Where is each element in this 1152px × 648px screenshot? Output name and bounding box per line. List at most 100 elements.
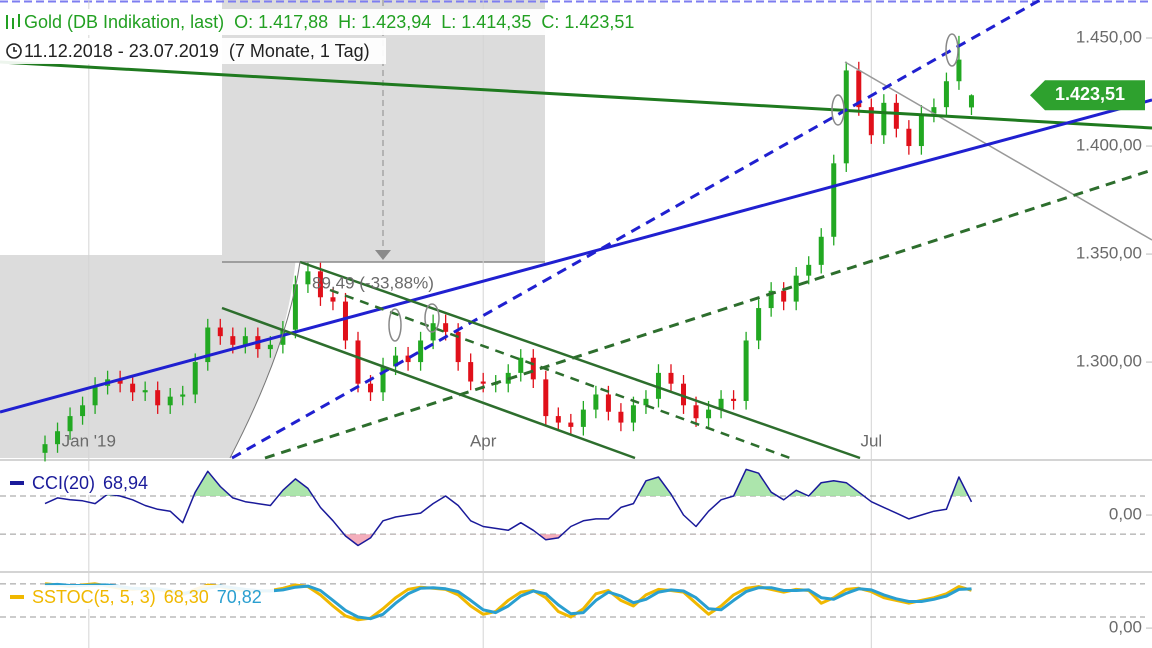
candle-body xyxy=(342,301,348,341)
y-tick-label: 1.300,00 xyxy=(1076,352,1142,371)
level-fill xyxy=(45,469,972,497)
candle-body xyxy=(668,372,674,384)
candle-body xyxy=(418,340,424,363)
trendline xyxy=(0,60,1152,130)
drawings-layer: 89,49 (-33,88%) xyxy=(0,0,1152,460)
candle-body xyxy=(956,59,962,82)
candle-body xyxy=(906,128,912,147)
y-tick-label: 1.400,00 xyxy=(1076,136,1142,155)
last-price-badge xyxy=(1030,80,1145,111)
candle-body xyxy=(130,383,136,393)
arc xyxy=(229,261,301,459)
candle-body xyxy=(593,394,599,410)
candle-body xyxy=(555,416,561,423)
candle-body xyxy=(368,383,374,393)
candle-body xyxy=(756,308,762,341)
range-shade xyxy=(0,255,296,458)
candle-body xyxy=(693,405,699,419)
ohlc-label: L: 1.414,35 xyxy=(441,12,532,32)
candle-body xyxy=(455,331,461,363)
candle-body xyxy=(280,329,286,345)
x-tick-label: Jan '19 xyxy=(62,431,116,450)
date-duration: (7 Monate, 1 Tag) xyxy=(228,41,370,61)
candle-body xyxy=(681,383,687,406)
candle-body xyxy=(230,336,236,345)
candle-body xyxy=(918,113,924,147)
candle-body xyxy=(655,372,661,399)
measure-arrow xyxy=(375,250,391,260)
candle-body xyxy=(393,355,399,367)
labels-layer: 1.300,00 1.350,00 1.400,00 1.450,00 Jan '19 A… xyxy=(62,28,1145,637)
candle-body xyxy=(731,398,737,401)
candle-body xyxy=(480,381,486,384)
marker-ellipse xyxy=(424,303,440,333)
channel-line xyxy=(221,306,636,460)
date-range: 11.12.2018 - 23.07.2019 xyxy=(24,41,219,61)
candle-body xyxy=(881,102,887,136)
y-tick-label: 1.350,00 xyxy=(1076,244,1142,263)
candle-body xyxy=(868,107,874,136)
candle-body xyxy=(618,411,624,423)
legend-swatch xyxy=(10,595,24,599)
trendline xyxy=(264,168,1152,460)
marker-ellipse xyxy=(388,308,402,342)
candle-body xyxy=(630,405,636,423)
background-layer xyxy=(0,0,1152,573)
candle-body xyxy=(943,81,949,108)
candle-body xyxy=(92,385,98,406)
legend-name: CCI(20) xyxy=(32,473,96,493)
candle-body xyxy=(781,290,787,302)
candle-body xyxy=(180,394,186,397)
candle-body xyxy=(292,284,298,330)
y-tick-label: 1.450,00 xyxy=(1076,28,1142,47)
candle-body xyxy=(856,70,862,108)
candle-body xyxy=(718,398,724,410)
candle-body xyxy=(80,405,86,417)
candle-body xyxy=(530,357,536,380)
y-tick-label: 0,00 xyxy=(1109,505,1142,524)
y-tick-label: 0,00 xyxy=(1109,618,1142,637)
candle-body xyxy=(205,327,211,363)
candle-body xyxy=(330,297,336,302)
candle-body xyxy=(806,264,812,276)
candle-body xyxy=(155,390,161,406)
candle-body xyxy=(580,409,586,427)
candle-body xyxy=(42,444,48,453)
candle-body xyxy=(793,275,799,302)
candle-body xyxy=(117,379,123,384)
candle-body xyxy=(192,362,198,395)
x-tick-label: Apr xyxy=(470,431,497,450)
channel-line xyxy=(299,260,861,460)
candle-body xyxy=(55,431,61,445)
candle-body xyxy=(843,70,849,164)
candle-body xyxy=(743,340,749,401)
candle-body xyxy=(405,355,411,363)
candle-body xyxy=(242,336,248,345)
trendline xyxy=(844,61,1152,241)
last-price-label: 1.423,51 xyxy=(1055,84,1125,104)
candle-body xyxy=(217,327,223,337)
candle-body xyxy=(317,271,323,298)
candle-body xyxy=(931,107,937,114)
sstoc-legend: SSTOC(5, 5, 3) 68,30 70,82 xyxy=(6,585,274,609)
series-line xyxy=(44,468,973,547)
ohlc-label: O: 1.417,88 xyxy=(234,12,329,32)
candle-body xyxy=(568,422,574,427)
candle-body xyxy=(643,398,649,406)
candle-body xyxy=(543,379,549,417)
header-instrument: Gold (DB Indikation, last) O: 1.417,88 H… xyxy=(0,9,651,35)
ohlc-label: C: 1.423,51 xyxy=(541,12,635,32)
candle-body xyxy=(468,362,474,382)
candle-body xyxy=(443,323,449,332)
candle-body xyxy=(768,290,774,309)
legend-name: SSTOC(5, 5, 3) xyxy=(32,587,156,607)
candle-body xyxy=(142,390,148,393)
channel-line xyxy=(329,288,791,460)
measure-label: 89,49 (-33,88%) xyxy=(312,273,434,292)
legend-value: 68,30 xyxy=(163,587,209,607)
header-range: 11.12.2018 - 23.07.2019 (7 Monate, 1 Tag… xyxy=(0,38,386,64)
clock-icon xyxy=(6,43,22,59)
candle-body xyxy=(831,163,837,237)
